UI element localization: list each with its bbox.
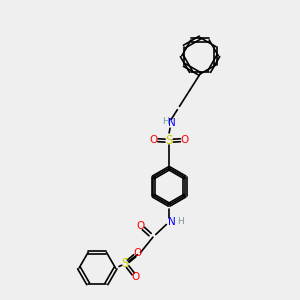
Text: O: O [131, 272, 140, 282]
Text: N: N [168, 217, 176, 227]
Text: O: O [134, 248, 142, 258]
Text: H: H [162, 117, 168, 126]
Text: O: O [180, 135, 189, 145]
Text: H: H [177, 217, 184, 226]
Text: S: S [122, 257, 129, 270]
Text: O: O [150, 135, 158, 145]
Text: S: S [166, 134, 173, 147]
Text: O: O [136, 221, 145, 231]
Text: N: N [168, 118, 176, 128]
